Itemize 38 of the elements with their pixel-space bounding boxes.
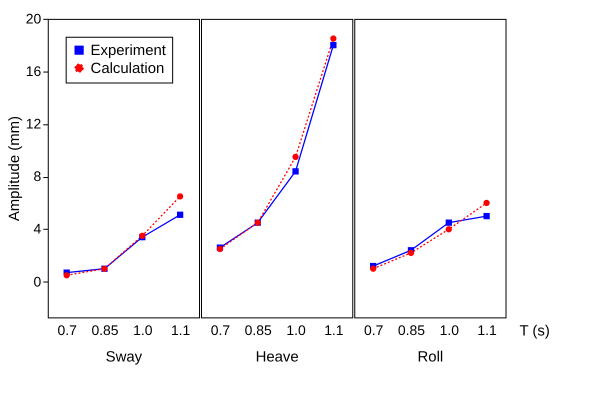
x-tick-label: 1.1 [170,322,191,338]
legend-label: Calculation [90,60,164,78]
x-tick-label: 1.0 [286,322,306,338]
point [483,212,490,220]
y-tick-label: 20 [26,10,42,26]
text: T (s) [519,322,550,340]
point [176,212,184,218]
y-tick-label: 4 [34,220,42,237]
point [370,266,376,272]
x-tick-label: 1.0 [440,322,460,338]
y-tick-label: 12 [26,116,42,132]
point [483,200,490,206]
x-tick-label: 0.7 [57,322,78,338]
point [64,272,70,278]
y-tick-label: 8 [34,168,42,184]
x-tick-label: 1.0 [133,322,153,338]
x-tick-label: 1.1 [477,322,498,338]
x-tick-label: 0.7 [210,322,230,338]
point [446,226,452,232]
y-tick-label: 16 [26,62,42,79]
point [292,168,299,175]
x-tick-label: 1.1 [324,322,344,338]
point [446,220,452,226]
x-axis-title: Heave [256,348,299,366]
point [330,35,337,42]
point [176,193,184,200]
point [330,42,337,48]
x-axis-title: Sway [106,348,143,366]
y-axis-title: Amplitude (mm) [6,116,23,222]
x-tick-label: 0.85 [244,322,272,338]
point [408,250,414,256]
y-tick-label: 0 [34,273,42,290]
x-tick-label: 0.85 [91,322,119,338]
x-tick-label: 0.7 [364,322,384,338]
x-axis-title: Roll [418,348,444,366]
legend-label: Experiment [90,42,167,60]
x-tick-label: 0.85 [398,322,426,338]
point [292,154,299,160]
